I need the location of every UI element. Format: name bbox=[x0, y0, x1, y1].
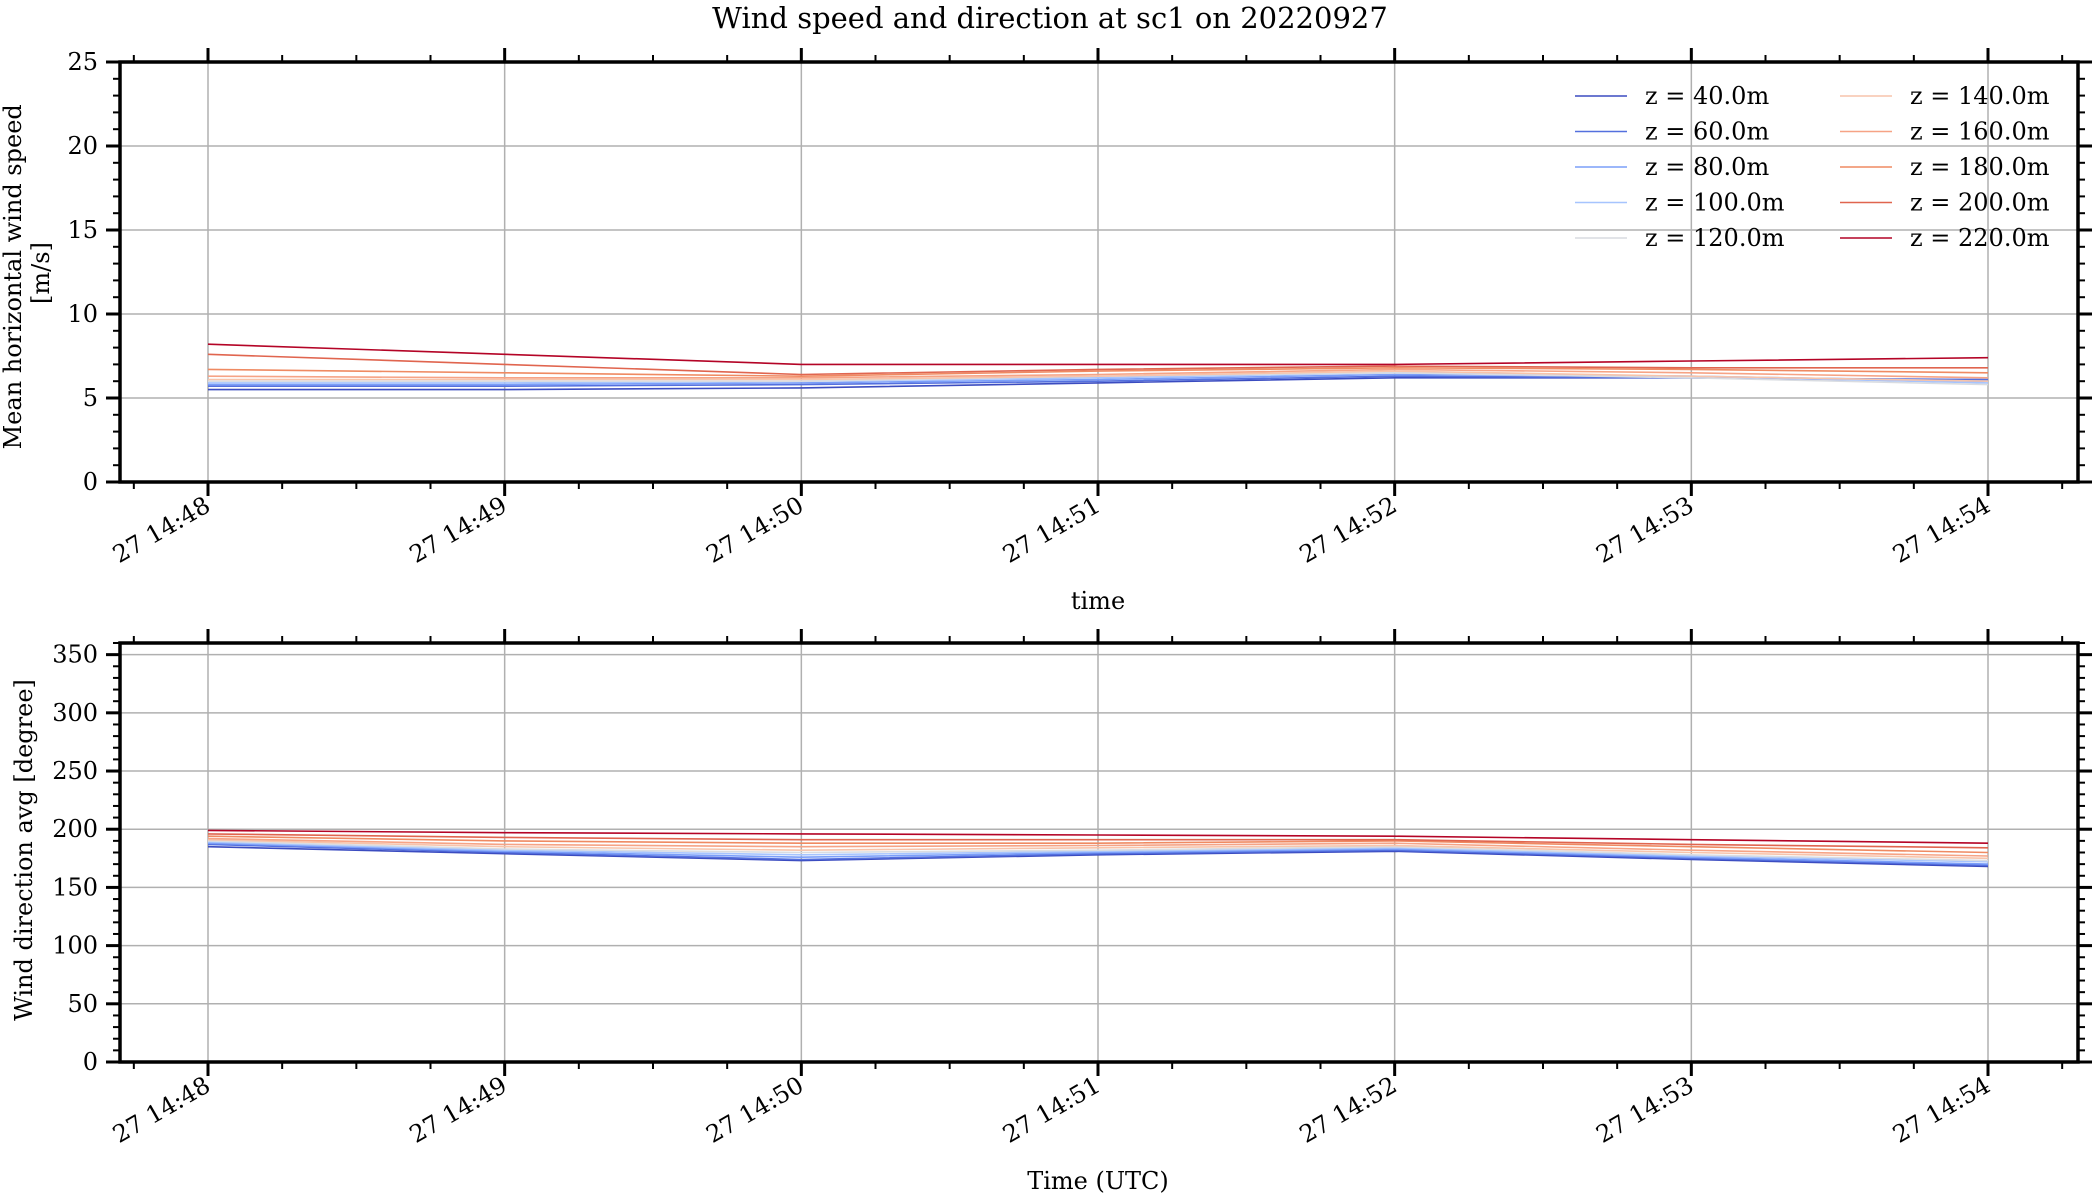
chart-title: Wind speed and direction at sc1 on 20220… bbox=[712, 1, 1388, 35]
wind-direction-axes-border bbox=[118, 641, 2080, 1064]
legend-label-7: z = 160.0m bbox=[1910, 118, 2050, 146]
wind-speed-series-line-8 bbox=[207, 366, 1989, 378]
wind-direction-y-tick-label: 100 bbox=[52, 932, 98, 960]
wind-speed-axes-frame bbox=[118, 60, 2080, 484]
wind-direction-y-tick-label: 300 bbox=[52, 699, 98, 727]
wind-direction-series-line-6 bbox=[207, 838, 1989, 860]
wind-direction-series-line-2 bbox=[207, 843, 1989, 867]
legend-label-6: z = 140.0m bbox=[1910, 82, 2050, 110]
wind-direction-y-axis-label: Wind direction avg [degree] bbox=[10, 679, 38, 1021]
legend-label-8: z = 180.0m bbox=[1910, 153, 2050, 181]
wind-direction-axes-frame bbox=[118, 641, 2080, 1064]
wind-speed-series-line-9 bbox=[207, 353, 1988, 376]
wind-direction-series-line-3 bbox=[207, 842, 1989, 865]
wind-direction-series-line-5 bbox=[207, 840, 1989, 862]
legend-label-1: z = 40.0m bbox=[1645, 82, 1769, 110]
wind-speed-series bbox=[207, 343, 1989, 391]
wind-speed-y-tick-label: 15 bbox=[67, 216, 98, 244]
wind-direction-series-line-7 bbox=[207, 837, 1989, 857]
legend-label-10: z = 220.0m bbox=[1910, 224, 2050, 252]
wind-speed-y-axis-label-line-2: [m/s] bbox=[27, 242, 55, 304]
wind-speed-y-tick-label: 20 bbox=[67, 132, 98, 160]
wind-direction-y-tick-label: 50 bbox=[67, 990, 98, 1018]
wind-speed-y-tick-label: 25 bbox=[67, 48, 98, 76]
legend-label-4: z = 100.0m bbox=[1645, 189, 1785, 217]
legend-label-2: z = 60.0m bbox=[1645, 118, 1769, 146]
wind-speed-series-line-7 bbox=[207, 368, 1989, 379]
wind-speed-x-axis-label: time bbox=[1071, 587, 1125, 615]
wind-speed-y-tick-label: 10 bbox=[67, 300, 98, 328]
wind-direction-y-tick-label: 0 bbox=[83, 1048, 98, 1076]
wind-speed-series-line-10 bbox=[207, 343, 1989, 366]
legend-label-3: z = 80.0m bbox=[1645, 153, 1769, 181]
wind-direction-y-tick-label: 150 bbox=[52, 873, 98, 901]
wind-direction-series-line-4 bbox=[207, 841, 1989, 863]
legend-label-9: z = 200.0m bbox=[1910, 189, 2050, 217]
wind-direction-y-tick-label: 200 bbox=[52, 815, 98, 843]
wind-direction-y-tick-label: 350 bbox=[52, 641, 98, 669]
wind-direction-series-line-8 bbox=[207, 835, 1989, 854]
wind-direction-series bbox=[207, 829, 1989, 868]
wind-direction-series-line-9 bbox=[207, 833, 1989, 849]
wind-direction-y-tick-label: 250 bbox=[52, 757, 98, 785]
legend-label-5: z = 120.0m bbox=[1645, 224, 1785, 252]
wind-direction-series-line-1 bbox=[207, 845, 1989, 868]
wind-speed-y-tick-label: 0 bbox=[83, 468, 98, 496]
wind-speed-axes-border bbox=[118, 60, 2080, 484]
legend: z = 40.0m z = 60.0m z = 80.0m z = 100.0m z =… bbox=[1575, 82, 2050, 252]
wind-direction-grid bbox=[120, 643, 2078, 1063]
wind-speed-series-line-6 bbox=[208, 370, 1989, 382]
wind-direction-x-axis-label: Time (UTC) bbox=[1027, 1167, 1169, 1195]
wind-direction-series-line-10 bbox=[207, 829, 1989, 844]
wind-speed-y-axis-label: Mean horizontal wind speed [m/s] bbox=[0, 97, 55, 450]
wind-speed-y-axis-label-line-1: Mean horizontal wind speed bbox=[0, 104, 27, 449]
wind-speed-y-tick-label: 5 bbox=[83, 384, 98, 412]
